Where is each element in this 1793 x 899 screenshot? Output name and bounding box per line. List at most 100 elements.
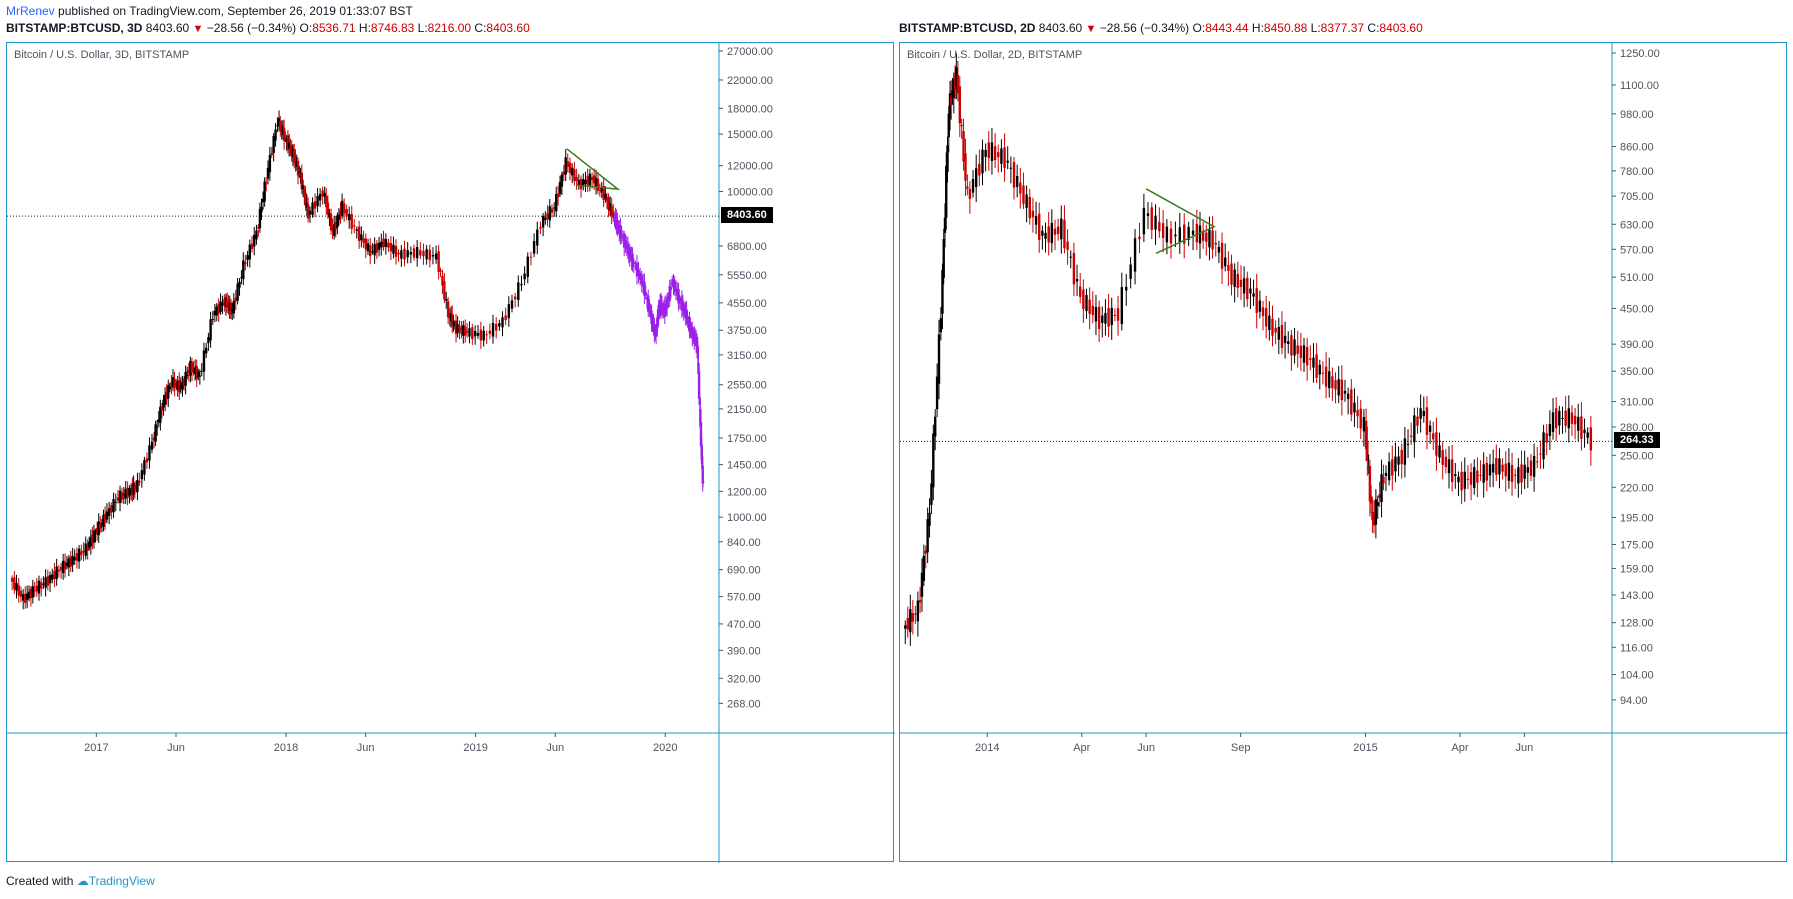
candle-body (669, 287, 673, 290)
candle-body (1371, 511, 1374, 520)
candle-body (935, 376, 939, 410)
candle-body (306, 204, 310, 219)
candle-body (174, 383, 178, 386)
candle-body (1242, 278, 1246, 294)
candle-body (373, 244, 376, 256)
candle-body (978, 163, 981, 176)
candle-body (1501, 464, 1504, 472)
candle-body (384, 238, 388, 247)
candle-body (129, 489, 133, 493)
candle-body (673, 280, 676, 293)
candle-body (1353, 402, 1356, 413)
candle-body (342, 203, 346, 214)
candle-body (397, 252, 400, 255)
candle-body (1034, 216, 1038, 225)
candle-body (1529, 460, 1533, 476)
candle-body (325, 196, 328, 208)
right-symbol[interactable]: BITSTAMP:BTCUSD, 2D (899, 21, 1036, 35)
candle-body (956, 74, 960, 94)
candle-body (622, 233, 626, 248)
candle-body (465, 331, 469, 333)
candle-body (993, 146, 997, 161)
candle-body (548, 206, 551, 221)
candle-body (1583, 429, 1586, 434)
candle-body (451, 313, 454, 327)
candle-body (1264, 308, 1268, 327)
candle-body (1580, 416, 1583, 439)
candle-body (1022, 185, 1025, 204)
candle-body (507, 304, 511, 319)
candle-body (428, 249, 432, 261)
candle-body (953, 75, 957, 90)
right-chart-svg[interactable]: 1250.00 1100.00 980.00 860.00 780.00 705.00 63… (900, 43, 1788, 863)
down-arrow-icon: ▼ (192, 23, 204, 35)
candle-body (1520, 464, 1523, 483)
candle-body (501, 317, 504, 328)
candle-body (568, 162, 572, 174)
candle-body (1403, 438, 1407, 465)
tradingview-logo-icon[interactable]: ☁ (76, 874, 89, 888)
y-tick-label: 1250.00 (1620, 48, 1660, 60)
candle-body (1060, 218, 1063, 240)
right-change: −28.56 (−0.34%) (1099, 21, 1190, 35)
candle-body (1195, 223, 1199, 243)
candle-body (610, 205, 613, 216)
candle-body (318, 193, 322, 201)
candle-body (1019, 182, 1022, 194)
candle-body (1548, 424, 1552, 437)
candle-body (1413, 415, 1416, 443)
right-current-price-label: 264.33 (1614, 432, 1660, 449)
right-high-label: H: (1251, 21, 1264, 35)
y-tick-label: 5550.00 (727, 270, 767, 282)
candle-body (219, 301, 222, 312)
candle-body (1015, 176, 1019, 187)
candle-body (328, 213, 331, 218)
candle-body (1343, 390, 1347, 394)
candle-body (63, 561, 67, 570)
candle-body (911, 613, 915, 622)
y-tick-label: 1750.00 (727, 433, 767, 445)
left-chart-pane[interactable]: 27000.00 22000.00 18000.00 15000.00 12000.00… (6, 42, 895, 863)
candle-body (1113, 314, 1117, 317)
candle-body (1150, 207, 1153, 230)
candle-body (678, 298, 682, 302)
author-link[interactable]: MrRenev (6, 4, 55, 18)
candle-body (434, 253, 438, 260)
candle-body (667, 295, 670, 302)
candle-body (215, 306, 218, 316)
candle-body (124, 489, 127, 499)
candle-body (1441, 450, 1444, 465)
candle-body (112, 499, 115, 513)
candle-body (1567, 408, 1570, 429)
candle-body (638, 272, 642, 280)
left-chart-svg[interactable]: 27000.00 22000.00 18000.00 15000.00 12000.00… (7, 43, 895, 863)
y-tick-label: 780.00 (1620, 166, 1654, 178)
left-low: 8216.00 (427, 21, 472, 35)
candle-body (1047, 226, 1050, 243)
x-tick-label: 2015 (1353, 742, 1377, 754)
candle-body (564, 157, 567, 175)
candle-body (1290, 335, 1293, 356)
candle-body (353, 225, 356, 227)
y-tick-label: 2150.00 (727, 404, 767, 416)
y-tick-label: 6800.00 (727, 241, 767, 253)
candle-body (914, 613, 917, 615)
candle-body (1110, 307, 1113, 325)
candle-body (1438, 445, 1441, 458)
candle-body (1315, 354, 1318, 378)
candle-body (1380, 474, 1383, 503)
candle-body (546, 213, 549, 219)
candle-body (380, 241, 383, 248)
candle-body (556, 193, 560, 198)
right-chart-pane[interactable]: 1250.00 1100.00 980.00 860.00 780.00 705.00 63… (899, 42, 1788, 863)
candle-body (439, 270, 442, 272)
candle-body (55, 566, 58, 580)
footer-brand[interactable]: TradingView (88, 874, 155, 888)
candle-body (1097, 306, 1101, 329)
candle-body (387, 242, 390, 248)
candle-body (157, 419, 160, 423)
left-symbol[interactable]: BITSTAMP:BTCUSD, 3D (6, 21, 143, 35)
y-tick-label: 1450.00 (727, 460, 767, 472)
right-close: 8403.60 (1379, 21, 1423, 35)
candle-body (339, 210, 342, 216)
